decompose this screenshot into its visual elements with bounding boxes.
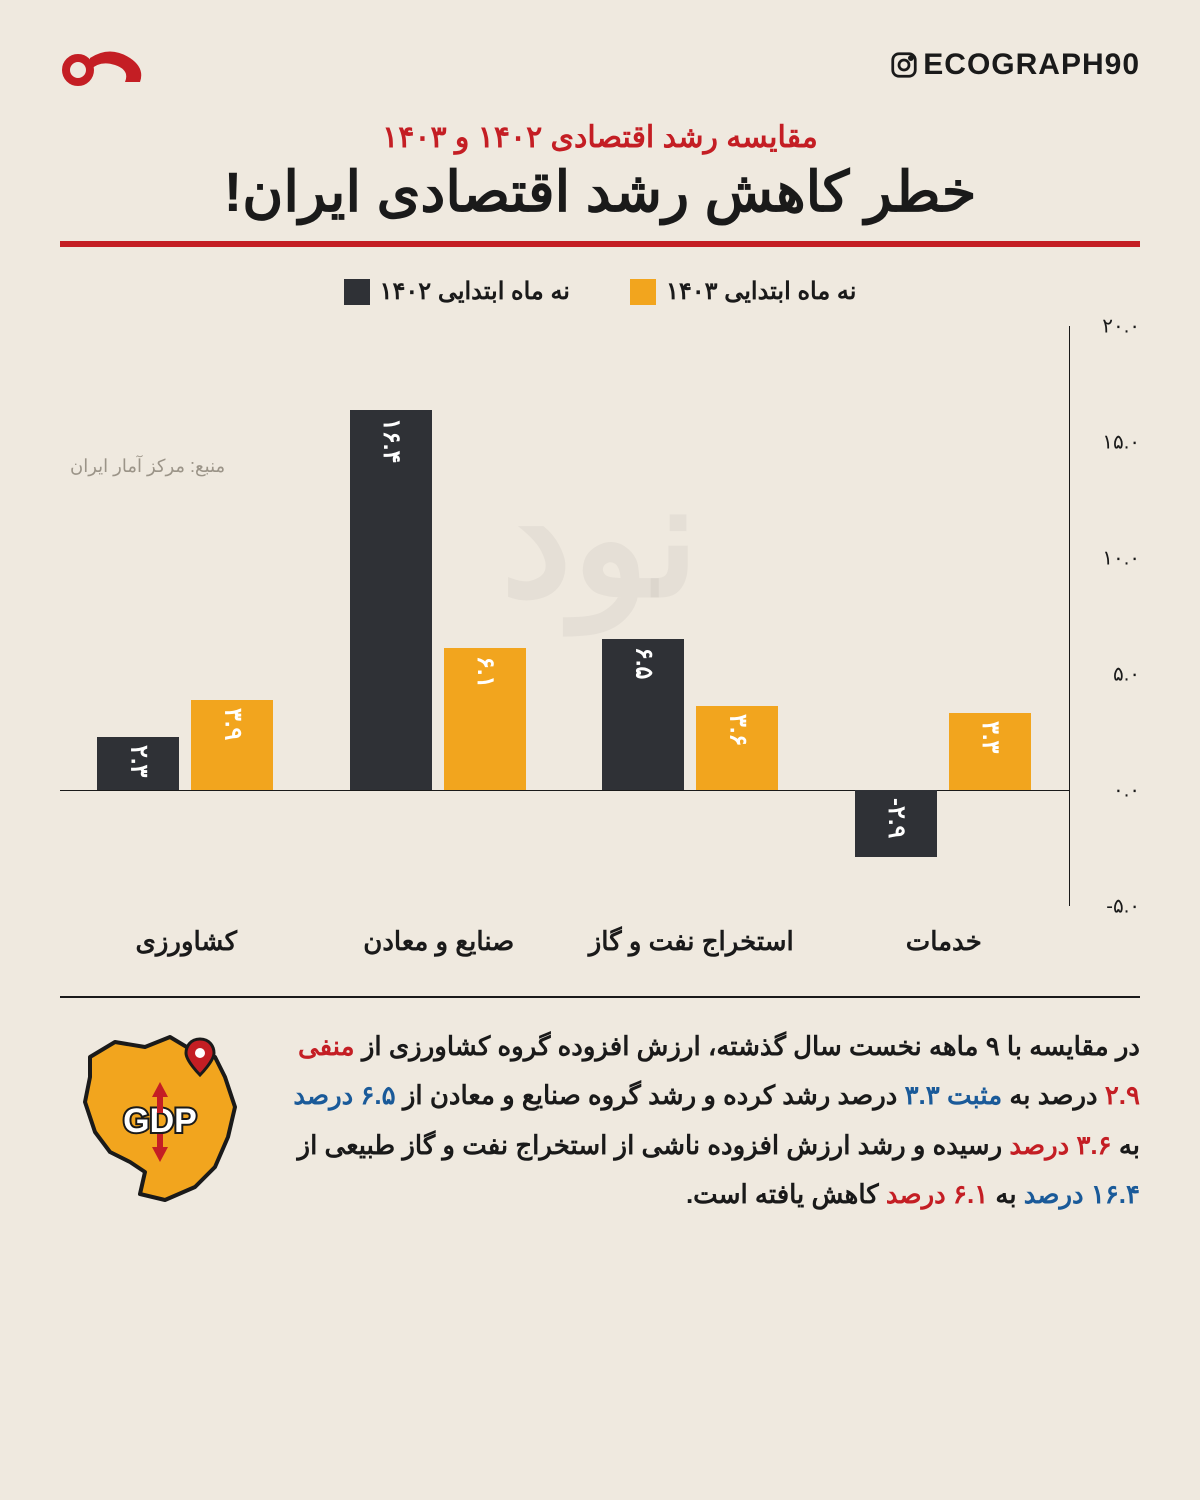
chart-legend: نه ماه ابتدایی ۱۴۰۳ نه ماه ابتدایی ۱۴۰۲: [0, 277, 1200, 306]
y-tick: ۵.۰: [1113, 662, 1140, 687]
desc-span: کاهش یافته است.: [686, 1179, 886, 1209]
y-tick: ۵.۰-: [1106, 894, 1140, 919]
legend-series-1: نه ماه ابتدایی ۱۴۰۲: [344, 277, 570, 306]
bar: ۱۶.۴: [350, 410, 432, 790]
bar-chart: نود منبع: مرکز آمار ایران ۵.۰-۰.۰۵.۰۱۰.۰…: [60, 326, 1140, 966]
y-tick: ۰.۰: [1113, 778, 1140, 803]
title-rule: [60, 241, 1140, 247]
desc-span: به: [1112, 1130, 1140, 1160]
iran-map: GDP: [60, 1022, 260, 1227]
bar: ۳.۹: [191, 700, 273, 790]
bar-value-label: ۲.۳: [124, 745, 152, 777]
bar: ۶.۵: [602, 639, 684, 790]
legend-label-2: نه ماه ابتدایی ۱۴۰۳: [666, 277, 856, 306]
y-tick: ۲۰.۰: [1102, 314, 1140, 339]
description-text: در مقایسه با ۹ ماهه نخست سال گذشته، ارزش…: [290, 1022, 1140, 1220]
desc-span: ۶.۵ درصد: [293, 1080, 395, 1110]
header: ECOGRAPH90: [0, 0, 1200, 100]
desc-span: مثبت ۳.۳: [905, 1080, 1003, 1110]
y-axis: ۵.۰-۰.۰۵.۰۱۰.۰۱۵.۰۲۰.۰: [1080, 326, 1140, 906]
footer: در مقایسه با ۹ ماهه نخست سال گذشته، ارزش…: [60, 996, 1140, 1227]
account-handle: ECOGRAPH90: [889, 48, 1140, 82]
desc-span: رسیده و رشد ارزش افزوده ناشی از استخراج …: [298, 1130, 1010, 1160]
y-tick: ۱۵.۰: [1102, 430, 1140, 455]
bar-value-label: ۳.۳: [976, 721, 1004, 753]
desc-span: ۶.۱ درصد: [886, 1179, 988, 1209]
x-axis-label: کشاورزی: [60, 926, 313, 957]
plot-area: ۲.۹- ۳.۳ ۶.۵ ۳.۶ ۱۶.۴ ۶.۱ ۲.۳ ۳.۹: [60, 326, 1070, 906]
bar-value-label: ۶.۱: [471, 656, 499, 688]
legend-swatch-2: [630, 279, 656, 305]
x-axis-label: صنایع و معادن: [313, 926, 566, 957]
bar: ۳.۳: [949, 713, 1031, 790]
brand-logo: [60, 40, 150, 90]
page-title: خطر کاهش رشد اقتصادی ایران!: [0, 159, 1200, 225]
bar-value-label: ۱۶.۴: [377, 418, 405, 463]
bar-value-label: ۲.۹-: [882, 798, 910, 838]
legend-label-1: نه ماه ابتدایی ۱۴۰۲: [380, 277, 570, 306]
y-tick: ۱۰.۰: [1102, 546, 1140, 571]
handle-text: ECOGRAPH90: [923, 48, 1140, 82]
bar-value-label: ۶.۵: [629, 647, 657, 679]
desc-span: ۱۶.۴ درصد: [1024, 1179, 1140, 1209]
bar: ۲.۳: [97, 737, 179, 790]
instagram-icon: [889, 50, 919, 80]
desc-span: درصد به: [1002, 1080, 1105, 1110]
x-axis-label: خدمات: [818, 926, 1071, 957]
bar: ۶.۱: [444, 648, 526, 790]
subtitle: مقایسه رشد اقتصادی ۱۴۰۲ و ۱۴۰۳: [0, 120, 1200, 155]
bar: ۲.۹-: [855, 790, 937, 857]
x-axis-label: استخراج نفت و گاز: [565, 926, 818, 957]
desc-span: درصد رشد کرده و رشد گروه صنایع و معادن ا…: [396, 1080, 905, 1110]
bar-value-label: ۳.۶: [723, 714, 751, 746]
desc-span: ۳.۶ درصد: [1009, 1130, 1111, 1160]
legend-swatch-1: [344, 279, 370, 305]
desc-span: در مقایسه با ۹ ماهه نخست سال گذشته، ارزش…: [355, 1031, 1140, 1061]
legend-series-2: نه ماه ابتدایی ۱۴۰۳: [630, 277, 856, 306]
bar-value-label: ۳.۹: [218, 708, 246, 740]
bar: ۳.۶: [696, 706, 778, 790]
x-axis-labels: کشاورزیصنایع و معادناستخراج نفت و گازخدم…: [60, 916, 1070, 966]
desc-span: به: [988, 1179, 1024, 1209]
